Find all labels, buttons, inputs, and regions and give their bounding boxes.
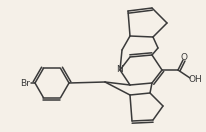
Text: O: O	[180, 53, 187, 62]
Text: N: N	[117, 65, 123, 74]
Text: OH: OH	[188, 76, 202, 84]
Text: Br: Br	[20, 79, 30, 88]
